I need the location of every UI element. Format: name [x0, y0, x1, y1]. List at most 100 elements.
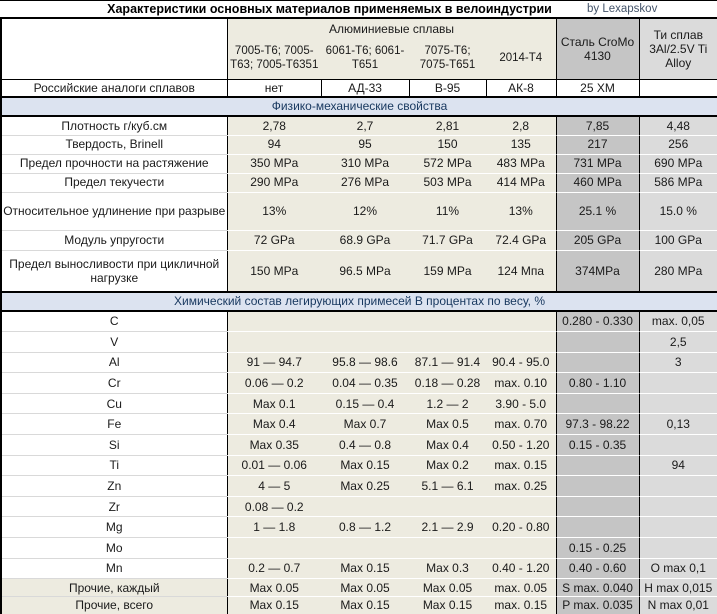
header-row-groups: Алюминиевые сплавы Сталь CroMo 4130 Ти с…: [1, 18, 717, 80]
value-cell: 0.08 — 0.2: [227, 496, 321, 518]
value-cell: [556, 496, 640, 518]
value-cell: 2,5: [639, 331, 717, 353]
row-label: Твердость, Brinell: [1, 135, 228, 155]
value-cell: Max 0.15: [321, 455, 409, 477]
row-label: Российские аналоги сплавов: [1, 79, 228, 97]
value-cell: В-95: [409, 79, 487, 97]
table-row: Предел выносливости при цикличной нагруз…: [1, 250, 717, 293]
value-cell: 150: [409, 135, 486, 155]
table-row: Предел прочности на растяжение 350 MPa 310…: [1, 154, 717, 174]
section-row: Химический состав легирующих примесей В …: [1, 291, 717, 312]
value-cell: Max 0.05: [409, 578, 486, 598]
value-cell: [486, 496, 557, 518]
value-cell: 3.90 - 5.0: [486, 393, 557, 415]
column-header-steel: Сталь CroMo 4130: [555, 18, 640, 80]
table-row: C 0.280 - 0.330 max. 0,05: [1, 311, 717, 333]
value-cell: [556, 475, 640, 497]
value-cell: 13%: [486, 192, 557, 231]
value-cell: 0.04 — 0.35: [321, 372, 409, 394]
value-cell: 0.01 — 0.06: [227, 455, 321, 477]
value-cell: 12%: [321, 192, 409, 231]
table-row: Российские аналоги сплавов нет АД-33 В-95 АК…: [1, 79, 717, 97]
row-label: Плотность г/куб.см: [1, 116, 228, 136]
value-cell: [321, 537, 409, 559]
value-cell: 256: [639, 135, 717, 155]
value-cell: 100 GPa: [639, 230, 717, 251]
value-cell: 503 MPa: [409, 173, 486, 193]
value-cell: [639, 475, 717, 497]
table-row: Твердость, Brinell 94 95 150 135 217 256: [1, 135, 717, 155]
value-cell: 7,85: [556, 116, 640, 136]
row-label: Fe: [1, 413, 228, 436]
value-cell: 0.15 - 0.35: [556, 434, 640, 456]
value-cell: 87.1 — 91.4: [409, 352, 486, 374]
value-cell: 0.18 — 0.28: [409, 372, 486, 394]
value-cell: [556, 516, 640, 539]
value-cell: [227, 331, 321, 353]
value-cell: max. 0.25: [486, 475, 557, 497]
table-row: Al 91 — 94.7 95.8 — 98.6 87.1 — 91.4 90.4 - …: [1, 352, 717, 374]
value-cell: 0.50 - 1.20: [486, 434, 557, 456]
value-cell: max. 0.10: [486, 372, 557, 394]
title-bar: Характеристики основных материалов приме…: [0, 0, 717, 17]
value-cell: [409, 331, 486, 353]
row-label: Mg: [1, 516, 228, 539]
value-cell: 25.1 %: [556, 192, 640, 231]
table-row: Mn 0.2 — 0.7 Max 0.15 Max 0.3 0.40 - 1.20 0.4…: [1, 558, 717, 580]
value-cell: 97.3 - 98.22: [556, 413, 640, 436]
value-cell: нет: [227, 79, 322, 97]
row-label: Al: [1, 352, 228, 374]
value-cell: [227, 537, 321, 559]
row-label: C: [1, 311, 228, 333]
value-cell: 4,48: [639, 116, 717, 136]
value-cell: 0.40 - 0.60: [556, 558, 640, 580]
value-cell: Max 0.35: [227, 434, 321, 456]
value-cell: 586 MPa: [639, 173, 717, 193]
value-cell: 460 MPa: [556, 173, 640, 193]
value-cell: Max 0.15: [321, 596, 409, 614]
value-cell: [409, 496, 486, 518]
value-cell: 0.280 - 0.330: [556, 311, 640, 333]
table-row: Cu Max 0.1 0.15 — 0.4 1.2 — 2 3.90 - 5.0: [1, 393, 717, 415]
value-cell: 91 — 94.7: [227, 352, 321, 374]
value-cell: [639, 434, 717, 456]
table-row: Mg 1 — 1.8 0.8 — 1.2 2.1 — 2.9 0.20 - 0.80: [1, 516, 717, 539]
value-cell: 0.15 — 0.4: [321, 393, 409, 415]
row-label: Относительное удлинение при разрыве: [1, 192, 228, 231]
value-cell: 4 — 5: [227, 475, 321, 497]
value-cell: Max 0.4: [227, 413, 321, 436]
value-cell: 2,7: [321, 116, 409, 136]
value-cell: 0.2 — 0.7: [227, 558, 321, 580]
value-cell: [556, 393, 640, 415]
value-cell: 124 Мпа: [486, 250, 557, 293]
value-cell: 280 MPa: [639, 250, 717, 293]
value-cell: max. 0.70: [486, 413, 557, 436]
value-cell: 2,81: [409, 116, 486, 136]
value-cell: [556, 455, 640, 477]
table-row: V 2,5: [1, 331, 717, 353]
value-cell: 217: [556, 135, 640, 155]
value-cell: 72 GPa: [227, 230, 321, 251]
value-cell: max. 0.15: [486, 596, 557, 614]
table-row: Плотность г/куб.см 2,78 2,7 2,81 2,8 7,85 4,48: [1, 116, 717, 136]
value-cell: 15.0 %: [639, 192, 717, 231]
table-row: Модуль упругости 72 GPa 68.9 GPa 71.7 GPa 72…: [1, 230, 717, 251]
value-cell: 95: [321, 135, 409, 155]
value-cell: 71.7 GPa: [409, 230, 486, 251]
value-cell: 90.4 - 95.0: [486, 352, 557, 374]
value-cell: 483 MPa: [486, 154, 557, 174]
value-cell: max. 0.05: [486, 578, 557, 598]
value-cell: [486, 311, 557, 333]
header-row-alloys: 7005-T6; 7005-T63; 7005-T6351 6061-T6; 6…: [1, 39, 717, 80]
value-cell: max. 0.15: [486, 455, 557, 477]
row-label: Предел прочности на растяжение: [1, 154, 228, 174]
value-cell: Max 0.3: [409, 558, 486, 580]
row-label: Mn: [1, 558, 228, 580]
value-cell: 68.9 GPa: [321, 230, 409, 251]
value-cell: P max. 0.035: [556, 596, 640, 614]
value-cell: Max 0.1: [227, 393, 321, 415]
value-cell: 0.80 - 1.10: [556, 372, 640, 394]
value-cell: Max 0.4: [409, 434, 486, 456]
value-cell: 276 MPa: [321, 173, 409, 193]
